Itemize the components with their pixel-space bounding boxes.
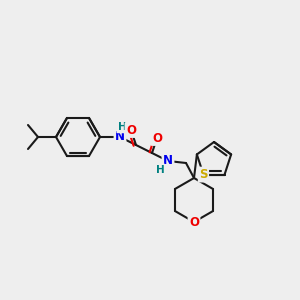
Text: N: N — [115, 130, 125, 143]
Text: O: O — [189, 215, 199, 229]
Text: H: H — [156, 165, 164, 175]
Text: O: O — [126, 124, 136, 136]
Text: H: H — [118, 122, 126, 132]
Text: O: O — [152, 131, 162, 145]
Text: S: S — [199, 168, 208, 181]
Text: N: N — [163, 154, 173, 167]
